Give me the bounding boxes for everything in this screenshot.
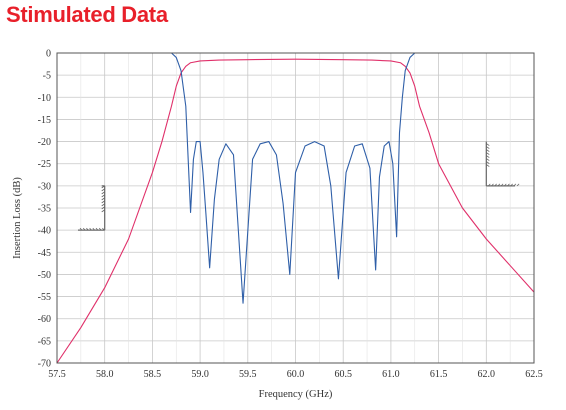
x-tick-label: 58.0 [96,369,114,380]
mask-hatch [101,206,105,210]
x-tick-label: 61.0 [382,369,400,380]
mask-hatch [486,158,490,161]
x-tick-labels: 57.5 58.0 58.5 59.0 59.5 60.0 60.5 61.0 61.5 62.0… [48,369,543,380]
y-axis-label: Insertion Loss (dB) [12,177,23,259]
y-tick-labels: 0 -5 -10 -15 -20 -25 -30 -35 -40 -45 -50 -55 -60 -65 -… [38,49,51,370]
y-tick-label: -70 [38,359,51,370]
mask-hatch [500,183,504,187]
mask-hatch [488,183,491,187]
y-tick-label: -50 [38,270,51,281]
chart-title: Stimulated Data [6,2,168,27]
series-group [56,52,535,364]
mask-hatch [101,191,105,195]
mask-hatch [95,227,99,231]
mask-hatch [486,143,490,146]
y-tick-label: -30 [38,181,51,192]
y-tick-label: -45 [38,248,51,259]
y-tick-label: -55 [38,292,51,303]
x-axis-label: Frequency (GHz) [259,389,333,400]
mask-hatch [101,188,105,192]
y-tick-label: -25 [38,159,51,170]
x-tick-label: 58.5 [144,369,162,380]
mask-hatch [79,227,83,231]
mask-hatch [102,227,105,231]
x-tick-label: 62.5 [525,369,543,380]
mask-hatch [510,183,513,187]
mask-hatch [491,183,494,187]
x-tick-label: 62.0 [478,369,496,380]
y-tick-label: -15 [38,115,51,126]
x-tick-label: 60.0 [287,369,305,380]
mask-hatch [101,185,105,189]
mask-hatch [486,164,490,167]
x-tick-label: 59.5 [239,369,257,380]
mask-hatch [486,149,490,152]
mask-hatch [101,209,105,213]
y-tick-label: -20 [38,137,51,148]
mask-hatch [82,227,86,231]
mask-hatch [507,183,510,187]
series-line-insertion [56,58,535,364]
mask-hatch [101,200,105,204]
series-line-return [171,52,420,304]
mask-hatch [513,183,517,187]
mask-hatch [86,227,89,231]
mask-hatch [516,183,520,187]
spec-mask [77,141,520,231]
y-tick-label: -35 [38,204,51,215]
mask-hatch [98,227,102,231]
mask-hatch [494,183,497,187]
y-tick-label: -10 [38,93,51,104]
x-tick-label: 59.0 [191,369,209,380]
y-tick-label: -60 [38,314,51,325]
plot-frame [56,52,535,364]
mask-hatch [497,183,501,187]
mask-hatch [101,197,105,201]
mask-hatch [486,155,490,158]
mask-hatch [486,161,490,164]
y-tick-label: 0 [46,49,51,60]
mask-hatch [92,227,96,231]
mask-hatch [89,227,92,231]
mask-hatch [504,183,507,187]
y-tick-label: -40 [38,226,51,237]
mask-hatch [101,203,105,207]
x-tick-label: 60.5 [334,369,352,380]
y-tick-label: -5 [43,71,51,82]
y-tick-label: -65 [38,336,51,347]
x-tick-label: 61.5 [430,369,448,380]
mask-hatch [101,194,105,198]
mask-hatch [486,146,490,149]
x-tick-label: 57.5 [48,369,66,380]
mask-hatch [486,152,490,155]
